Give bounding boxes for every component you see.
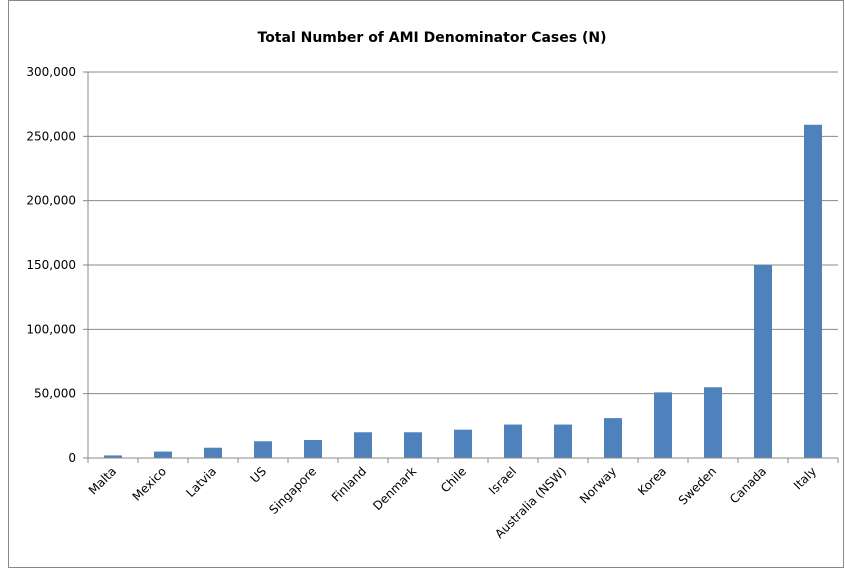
y-tick-label: 50,000 bbox=[34, 387, 76, 401]
bar bbox=[404, 432, 422, 458]
bar bbox=[454, 429, 472, 458]
y-tick-label: 150,000 bbox=[26, 258, 76, 272]
bar bbox=[204, 447, 222, 458]
bar bbox=[304, 439, 322, 458]
y-tick-label: 200,000 bbox=[26, 194, 76, 208]
chart-title: Total Number of AMI Denominator Cases (N… bbox=[258, 30, 607, 46]
bar bbox=[704, 387, 722, 458]
bar bbox=[504, 424, 522, 458]
y-tick-label: 0 bbox=[68, 451, 76, 465]
y-tick-label: 250,000 bbox=[26, 129, 76, 143]
bar bbox=[154, 451, 172, 458]
bar bbox=[604, 418, 622, 458]
bar bbox=[654, 392, 672, 458]
bar bbox=[254, 441, 272, 458]
bar bbox=[104, 455, 122, 458]
bar bbox=[354, 432, 372, 458]
y-tick-label: 300,000 bbox=[26, 65, 76, 79]
chart-frame bbox=[8, 0, 844, 568]
bar bbox=[554, 424, 572, 458]
y-tick-label: 100,000 bbox=[26, 322, 76, 336]
bar bbox=[754, 265, 772, 458]
bar bbox=[804, 124, 822, 459]
